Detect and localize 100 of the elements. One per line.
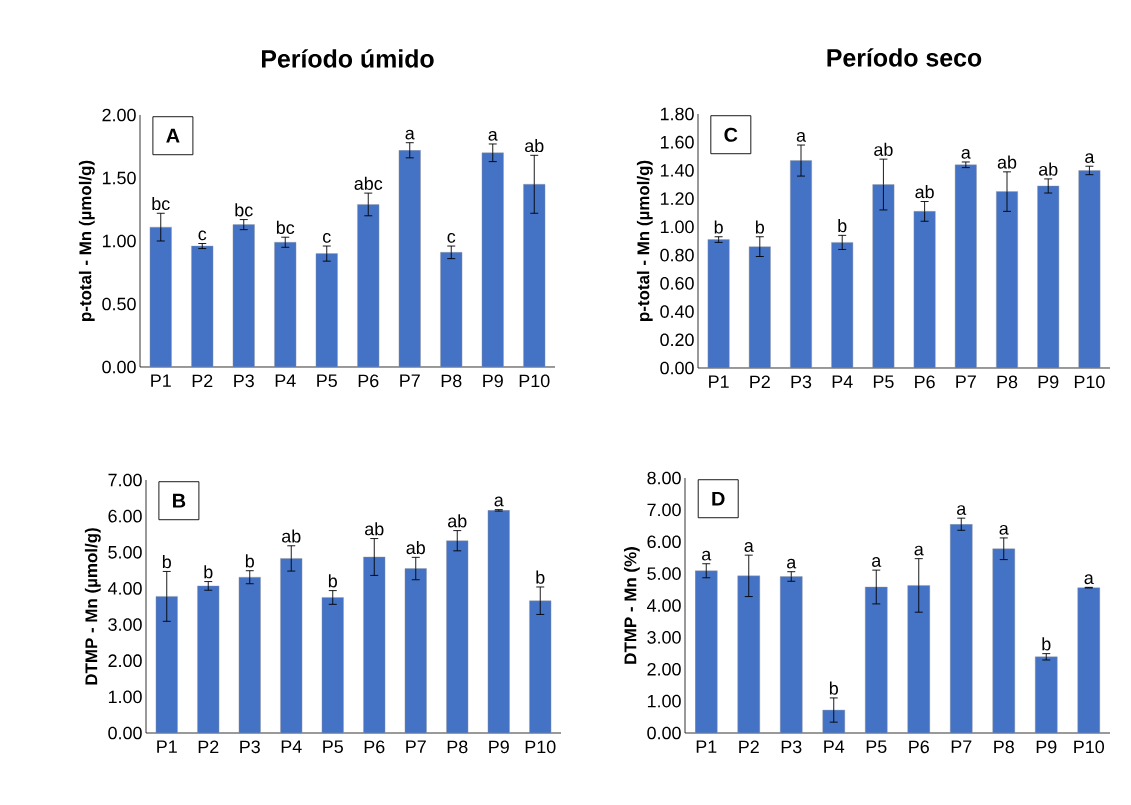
y-tick-label: 0.00 — [660, 361, 694, 375]
x-tick-label: P4 — [275, 374, 296, 387]
annotation: b — [536, 570, 545, 584]
x-tick-label: P2 — [739, 740, 759, 754]
annotation: a — [744, 542, 754, 552]
y-tick-label: 4.00 — [107, 582, 142, 595]
y-tick-label: 1.50 — [102, 171, 136, 185]
y-tick-label: 0.80 — [660, 248, 694, 262]
x-tick-label: P10 — [519, 374, 550, 388]
y-tick-label: 1.00 — [102, 234, 136, 248]
x-tick-label: P1 — [157, 740, 177, 753]
bar — [446, 540, 469, 733]
y-tick-label: 2.00 — [102, 108, 136, 122]
bar — [831, 242, 854, 368]
chart-title: Período seco — [827, 48, 982, 67]
x-tick-label: P8 — [447, 740, 468, 754]
annotation: bc — [152, 196, 170, 211]
x-tick-label: P3 — [240, 740, 260, 754]
annotation: b — [328, 574, 337, 588]
bar — [529, 600, 552, 733]
x-tick-label: P5 — [873, 375, 894, 389]
annotation: b — [1042, 637, 1051, 651]
y-tick-label: 7.00 — [108, 473, 142, 487]
y-axis-title: p-total - Mn (µmol/g) — [78, 160, 95, 321]
y-tick-label: 3.00 — [647, 631, 681, 644]
y-tick-label: 0.60 — [660, 276, 694, 290]
bar — [404, 568, 427, 733]
bar — [748, 246, 771, 368]
x-tick-label: P9 — [1036, 740, 1057, 754]
x-tick-label: P7 — [400, 374, 420, 387]
bar — [238, 577, 261, 733]
x-tick-label: P10 — [1074, 740, 1105, 754]
x-tick-label: P3 — [791, 375, 812, 389]
x-tick-label: P9 — [483, 374, 503, 388]
annotation: c — [447, 233, 456, 243]
y-tick-label: 1.40 — [660, 164, 694, 177]
annotation: ab — [365, 522, 384, 536]
annotation: a — [872, 557, 882, 567]
y-tick-label: 1.60 — [660, 135, 694, 149]
chart-title: Período úmido — [262, 49, 434, 68]
x-tick-label: P10 — [1074, 375, 1105, 389]
bar — [950, 524, 973, 733]
y-tick-label: 1.00 — [660, 220, 694, 234]
bar — [913, 211, 936, 368]
x-tick-label: P3 — [781, 740, 802, 754]
annotation: bc — [276, 220, 295, 235]
bar — [191, 245, 214, 367]
annotation: B — [173, 493, 186, 508]
x-tick-label: P5 — [323, 740, 343, 754]
bar — [232, 224, 255, 367]
y-tick-label: 0.00 — [108, 726, 142, 740]
x-tick-label: P8 — [441, 374, 462, 388]
x-tick-label: P4 — [832, 375, 853, 388]
annotation: ab — [525, 138, 544, 153]
bar — [790, 160, 812, 368]
bar — [440, 252, 463, 367]
bar — [274, 242, 297, 367]
bar — [954, 164, 977, 368]
annotation: b — [714, 220, 723, 234]
bar — [996, 191, 1018, 368]
x-tick-label: P7 — [951, 740, 972, 753]
y-tick-label: 7.00 — [647, 503, 681, 517]
x-tick-label: P7 — [956, 375, 976, 388]
y-tick-label: 1.20 — [660, 192, 694, 205]
annotation: abc — [354, 176, 383, 190]
annotation: ab — [448, 514, 467, 528]
y-tick-label: 5.00 — [108, 545, 142, 559]
x-tick-label: P5 — [317, 374, 337, 388]
annotation: a — [1085, 153, 1095, 164]
x-tick-label: P1 — [709, 375, 729, 388]
x-tick-label: P4 — [824, 740, 845, 753]
x-tick-label: P9 — [489, 740, 509, 754]
annotation: b — [204, 565, 213, 579]
annotation: a — [702, 550, 712, 561]
y-axis-title: p-total - Mn (µmol/g) — [636, 160, 653, 321]
x-tick-label: P2 — [750, 375, 770, 389]
annotation: a — [494, 496, 504, 507]
bar — [1077, 587, 1101, 733]
bar — [1035, 656, 1058, 733]
y-tick-label: 6.00 — [647, 535, 681, 549]
annotation: ab — [282, 529, 301, 543]
annotation: A — [166, 128, 180, 143]
y-tick-label: 1.80 — [660, 107, 694, 121]
annotation: C — [724, 127, 738, 142]
x-tick-label: P6 — [358, 374, 379, 388]
x-tick-label: P5 — [866, 740, 887, 754]
annotation: a — [914, 545, 924, 556]
bar — [315, 253, 338, 367]
x-tick-label: P1 — [696, 740, 717, 753]
bar — [149, 226, 172, 367]
y-tick-label: 6.00 — [108, 509, 142, 523]
y-axis-title: DTMP - Mn (%) — [623, 547, 640, 664]
y-tick-label: 5.00 — [647, 567, 681, 580]
annotation: a — [961, 148, 971, 159]
bar — [321, 597, 344, 733]
x-tick-label: P4 — [281, 740, 302, 753]
annotation: b — [829, 681, 838, 695]
bar — [481, 152, 504, 367]
annotation: ab — [997, 155, 1017, 169]
bar — [707, 239, 730, 368]
